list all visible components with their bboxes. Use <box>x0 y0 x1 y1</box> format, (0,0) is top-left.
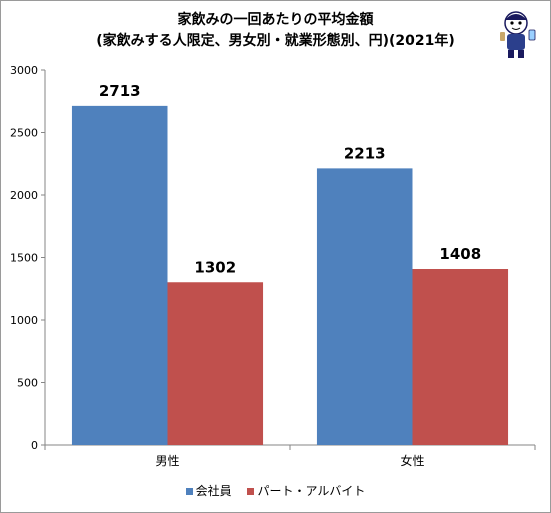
y-tick-label: 1000 <box>10 314 38 327</box>
title-line-2: (家飲みする人限定、男女別・就業形態別、円)(2021年) <box>96 33 455 49</box>
mascot-icon <box>500 11 536 58</box>
chart-title: 家飲みの一回あたりの平均金額 (家飲みする人限定、男女別・就業形態別、円)(20… <box>0 10 551 52</box>
bar <box>167 282 264 445</box>
legend-swatch-company-employee <box>185 488 193 495</box>
data-label: 1408 <box>439 245 481 263</box>
y-tick-label: 3000 <box>10 64 38 77</box>
x-category-label: 男性 <box>155 454 179 468</box>
legend-item-company-employee: 会社員 <box>185 482 232 499</box>
bar <box>316 168 413 445</box>
legend-label-company-employee: 会社員 <box>195 484 232 498</box>
y-tick-label: 0 <box>31 439 38 452</box>
legend-item-part-time: パート・アルバイト <box>247 482 365 499</box>
legend-swatch-part-time <box>247 488 255 495</box>
legend: 会社員 パート・アルバイト <box>0 482 551 499</box>
y-tick-label: 2500 <box>10 127 38 140</box>
y-tick-label: 2000 <box>10 189 38 202</box>
data-label: 2713 <box>99 82 141 100</box>
y-tick-label: 500 <box>17 377 38 390</box>
legend-label-part-time: パート・アルバイト <box>257 484 366 498</box>
data-label: 2213 <box>344 144 386 162</box>
x-category-label: 女性 <box>400 453 424 468</box>
y-tick-label: 1500 <box>10 252 38 265</box>
data-label: 1302 <box>194 258 236 276</box>
bar <box>71 105 168 445</box>
bar <box>412 269 509 445</box>
title-line-1: 家飲みの一回あたりの平均金額 <box>177 12 374 28</box>
